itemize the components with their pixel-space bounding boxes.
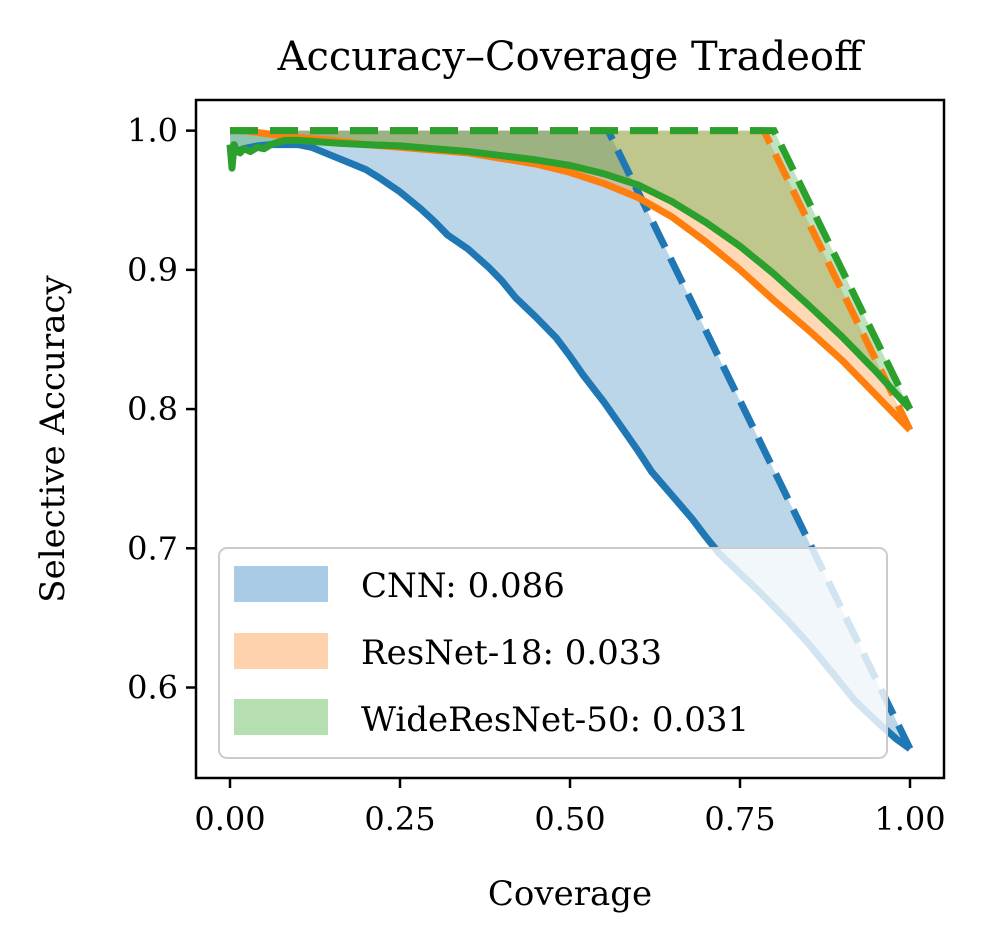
plot-area [226,127,914,752]
x-axis-ticks: 0.00 0.25 0.50 0.75 1.00 [194,778,946,838]
legend-swatch-resnet18 [234,633,328,669]
legend-label-cnn: CNN: 0.086 [361,566,565,606]
y-tick-label: 0.9 [127,251,178,289]
chart-title: Accuracy–Coverage Tradeoff [277,34,865,80]
legend-frame [218,547,888,759]
y-tick-label: 0.7 [127,529,178,567]
y-tick-label: 0.8 [127,390,178,428]
legend-label-wideresnet50: WideResNet-50: 0.031 [361,700,749,740]
y-axis-label: Selective Accuracy [33,274,73,602]
y-tick-label: 1.0 [127,112,178,150]
x-tick-label: 0.50 [534,800,605,838]
series-lines [226,127,914,752]
y-axis-ticks: 0.6 0.7 0.8 0.9 1.0 [127,112,196,707]
x-tick-label: 1.00 [874,800,945,838]
area-wideresnet-50 [230,130,910,410]
legend-swatch-cnn [234,566,328,602]
y-tick-label: 0.6 [127,669,178,707]
area-fills [230,130,910,749]
legend: CNN: 0.086 ResNet-18: 0.033 WideResNet-5… [218,547,888,759]
area-cnn [230,130,910,749]
oracle-line-wideresnet-50 [230,127,914,411]
x-tick-label: 0.00 [194,800,265,838]
area-resnet-18 [230,130,910,430]
x-tick-label: 0.75 [704,800,775,838]
legend-swatch-wideresnet50 [234,699,328,735]
legend-label-resnet18: ResNet-18: 0.033 [361,633,662,673]
x-axis-label: Coverage [488,874,652,914]
x-tick-label: 0.25 [364,800,435,838]
line-wideresnet-50 [226,136,913,412]
